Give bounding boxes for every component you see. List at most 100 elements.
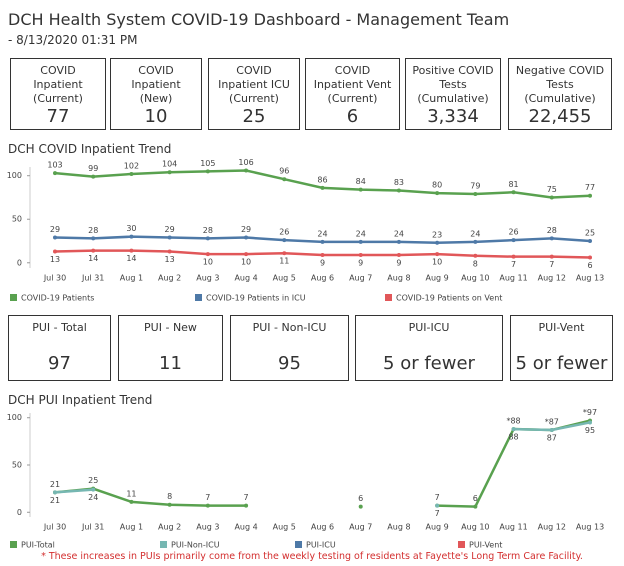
kpi-label: COVID Inpatient ICU (Current) [218, 64, 290, 105]
data-label: 7 [205, 493, 210, 502]
x-tick-label: Aug 12 [538, 523, 566, 532]
kpi-value: 11 [159, 353, 182, 374]
data-point [435, 191, 440, 196]
data-label: 87 [547, 434, 557, 443]
data-point [473, 191, 478, 196]
data-point [396, 239, 401, 244]
data-label: 21 [50, 496, 60, 505]
data-point [588, 255, 592, 260]
data-label: 29 [165, 225, 175, 234]
data-label: 25 [88, 476, 98, 485]
kpi-card: PUI-ICU 5 or fewer [355, 315, 503, 381]
data-point [549, 195, 554, 200]
data-label: 102 [124, 161, 139, 170]
kpi-card: Positive COVID Tests (Cumulative) 3,334 [405, 58, 501, 130]
data-point [396, 188, 401, 193]
kpi-label: PUI-Vent [538, 321, 585, 334]
legend-label: PUI-Non-ICU [171, 541, 220, 550]
x-tick-label: Aug 3 [196, 274, 219, 283]
y-tick-label: 50 [12, 215, 22, 224]
data-label: 24 [356, 229, 366, 238]
data-point [205, 503, 210, 508]
data-point [205, 169, 210, 174]
data-label: 9 [320, 258, 325, 267]
kpi-label: PUI - New [144, 321, 197, 334]
kpi-label: COVID Inpatient Vent (Current) [313, 64, 392, 105]
data-label: 23 [432, 230, 442, 239]
kpi-value: 3,334 [427, 106, 479, 127]
data-label: 7 [549, 260, 554, 269]
legend-swatch [195, 294, 202, 301]
data-point [129, 234, 134, 239]
data-label: 6 [587, 261, 592, 270]
chart-title: DCH COVID Inpatient Trend [8, 142, 172, 156]
data-label: 28 [88, 226, 98, 235]
kpi-label: Positive COVID Tests (Cumulative) [412, 64, 494, 105]
data-point [282, 238, 287, 243]
kpi-value: 97 [48, 353, 71, 374]
data-label: 14 [126, 254, 136, 263]
kpi-card: COVID Inpatient (New) 10 [110, 58, 202, 130]
kpi-value: 6 [346, 106, 359, 127]
data-point [282, 177, 287, 182]
x-tick-label: Aug 2 [158, 274, 181, 283]
data-point [129, 248, 134, 253]
data-label: 105 [200, 159, 215, 168]
x-tick-label: Jul 31 [81, 523, 104, 532]
data-point [91, 487, 96, 492]
data-point [511, 190, 516, 195]
kpi-value: 25 [242, 106, 266, 127]
data-label: 84 [356, 177, 366, 186]
data-label: 86 [317, 175, 327, 184]
data-label: 24 [317, 229, 327, 238]
kpi-card: Negative COVID Tests (Cumulative) 22,455 [508, 58, 612, 130]
data-point [588, 239, 592, 244]
data-label: 75 [547, 185, 557, 194]
data-point [473, 253, 478, 258]
data-point [358, 252, 363, 257]
x-tick-label: Aug 7 [349, 523, 372, 532]
data-label: 7 [511, 260, 516, 269]
legend-swatch [458, 541, 465, 548]
x-tick-label: Aug 5 [273, 274, 296, 283]
data-label: 28 [203, 226, 213, 235]
footnote: * These increases in PUIs primarily come… [41, 551, 583, 562]
kpi-label: COVID Inpatient (New) [131, 64, 181, 105]
data-label: *87 [545, 418, 559, 427]
data-point [435, 503, 440, 508]
data-label: 7 [435, 509, 440, 518]
data-label: 10 [241, 258, 251, 267]
kpi-value: 77 [46, 106, 70, 127]
data-label: 21 [50, 480, 60, 489]
data-point [549, 428, 554, 433]
x-tick-label: Aug 10 [461, 274, 489, 283]
x-tick-label: Aug 6 [311, 274, 334, 283]
x-tick-label: Aug 12 [538, 274, 566, 283]
data-label: 7 [435, 493, 440, 502]
chart-title: DCH PUI Inpatient Trend [8, 393, 153, 407]
kpi-card: PUI-Vent 5 or fewer [510, 315, 613, 381]
data-label: *97 [583, 408, 597, 417]
data-label: 30 [126, 224, 136, 233]
x-tick-label: Aug 1 [120, 274, 143, 283]
data-point [320, 185, 325, 190]
data-label: 8 [167, 492, 172, 501]
data-point [358, 187, 363, 192]
data-point [473, 504, 478, 509]
data-label: 99 [88, 164, 98, 173]
kpi-card: PUI - Non-ICU 95 [230, 315, 349, 381]
data-point [53, 249, 57, 254]
data-point [53, 171, 57, 176]
data-point [205, 236, 210, 241]
kpi-label: COVID Inpatient (Current) [33, 64, 83, 105]
data-label: 95 [585, 426, 595, 435]
kpi-label: PUI-ICU [408, 321, 450, 334]
data-point [320, 252, 325, 257]
data-point [588, 193, 592, 198]
data-label: 7 [244, 493, 249, 502]
data-label: 103 [47, 161, 62, 170]
data-point [244, 252, 249, 257]
y-tick-label: 0 [17, 258, 22, 267]
x-tick-label: Aug 7 [349, 274, 372, 283]
